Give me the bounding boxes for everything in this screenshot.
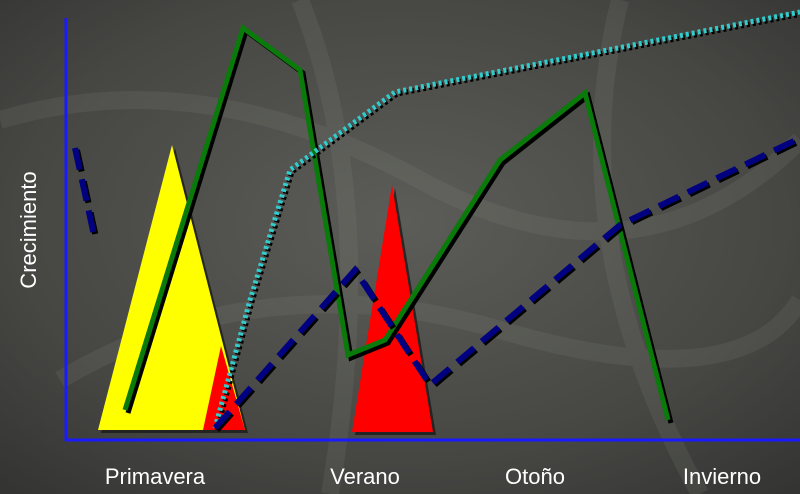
green-curve [122,23,671,421]
y-axis-label: Crecimiento [16,171,41,288]
x-label: Invierno [683,464,761,489]
yellow-triangle [98,145,245,430]
x-label: Verano [330,464,400,489]
texture-leaf [593,0,708,494]
navy-curve [72,147,98,241]
red-triangle-small [203,346,245,430]
x-label: Primavera [105,464,206,489]
x-label: Otoño [505,464,565,489]
texture-leaf [291,0,359,494]
red-triangle [352,185,433,432]
navy-curve [212,135,800,430]
texture-leaf [0,91,800,241]
